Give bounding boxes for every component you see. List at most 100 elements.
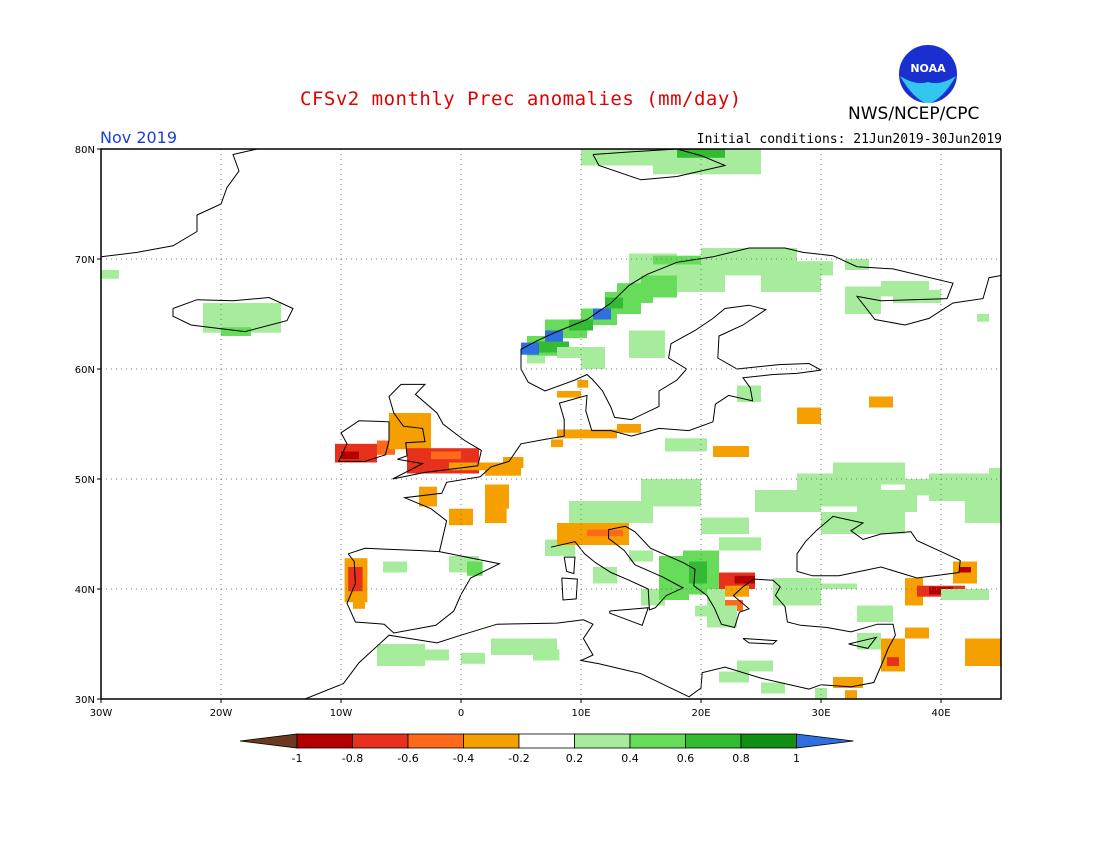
initial-conditions: Initial conditions: 21Jun2019-30Jun2019: [696, 132, 1002, 147]
anomaly-cell: [815, 688, 827, 699]
colorbar-label: -1: [292, 752, 303, 765]
anomaly-cell: [485, 484, 509, 509]
anomaly-cell: [527, 355, 545, 364]
coastline: [592, 149, 727, 181]
anomaly-cell: [959, 567, 971, 573]
anomaly-cell: [467, 561, 483, 576]
colorbar-label: -0.4: [453, 752, 474, 765]
colorbar-legend: -1 -0.8 -0.6 -0.4 -0.2 0.2 0.4 0.6 0.8 1: [239, 733, 854, 765]
coastline: [388, 383, 482, 480]
anomaly-cell: [857, 490, 917, 512]
colorbar-label: -0.8: [342, 752, 363, 765]
anomaly-cell: [701, 517, 749, 534]
anomaly-cell: [577, 380, 589, 388]
coastline: [101, 149, 258, 258]
anomaly-cell: [989, 468, 1001, 485]
anomaly-cell: [593, 308, 611, 320]
anomaly-cell: [101, 270, 119, 279]
lat-label: 70N: [75, 255, 95, 266]
anomaly-cell: [449, 508, 473, 526]
colorbar-label: 0.6: [677, 752, 695, 765]
colorbar-swatch: [574, 733, 631, 749]
anomaly-cell: [629, 330, 665, 358]
anomaly-cell: [377, 644, 425, 666]
anomaly-cell: [641, 275, 677, 298]
anomaly-cell: [557, 391, 581, 398]
colorbar-label: 0.8: [732, 752, 750, 765]
anomaly-cell: [605, 297, 623, 309]
coastline: [561, 577, 578, 601]
colorbar-label: -0.6: [397, 752, 418, 765]
colorbar-label: -0.2: [508, 752, 529, 765]
noaa-logo: NOAA: [897, 43, 959, 105]
lat-label: 40N: [75, 585, 95, 596]
anomaly-cell: [581, 149, 653, 166]
longitude-labels: 30W 20W 10W 0 10E 20E 30E 40E: [90, 699, 951, 719]
coastline: [338, 420, 390, 462]
agency-label: NWS/NCEP/CPC: [848, 104, 980, 124]
colorbar-swatch: [463, 733, 520, 749]
colorbar-swatch: [629, 733, 686, 749]
colorbar-arrow-min: [239, 733, 298, 749]
anomaly-cell: [905, 627, 929, 639]
anomaly-cell: [689, 561, 707, 584]
lon-label: 10E: [571, 708, 590, 719]
coastline: [172, 296, 294, 333]
anomaly-cell: [485, 507, 507, 523]
colorbar-swatch: [740, 733, 797, 749]
lat-label: 80N: [75, 145, 95, 156]
anomaly-cell: [719, 537, 761, 551]
anomaly-cell: [677, 149, 725, 158]
anomaly-cell: [617, 424, 641, 433]
lat-label: 60N: [75, 365, 95, 376]
anomaly-cell: [629, 550, 653, 562]
coastline: [625, 525, 896, 690]
coastline: [848, 636, 878, 649]
anomaly-cell: [461, 652, 485, 664]
anomaly-cell: [533, 341, 569, 353]
lon-label: 40E: [931, 708, 950, 719]
coastline: [796, 515, 961, 579]
coastline: [832, 255, 1001, 326]
anomaly-cell: [833, 677, 863, 688]
coastline: [304, 619, 810, 699]
map-frame: [100, 148, 1002, 700]
lon-label: 30W: [90, 708, 113, 719]
coastline: [550, 525, 685, 611]
anomaly-cell: [713, 446, 749, 457]
anomaly-cell: [521, 342, 539, 355]
anomaly-cell: [905, 479, 953, 496]
anomaly-cell: [857, 633, 881, 650]
anomaly-cell: [341, 451, 359, 460]
coastline: [402, 369, 822, 552]
anomaly-cell: [761, 682, 785, 694]
lon-label: 30E: [811, 708, 830, 719]
lon-label: 0: [458, 708, 464, 719]
graticule: [101, 149, 1001, 699]
anomaly-cell: [965, 638, 1001, 666]
coastline: [609, 607, 649, 626]
anomaly-cell: [905, 578, 923, 606]
anomaly-cell: [941, 589, 989, 600]
colorbar-swatch: [352, 733, 409, 749]
anomaly-cell: [737, 385, 761, 402]
colorbar-swatch: [685, 733, 742, 749]
anomaly-cell: [581, 347, 605, 369]
colorbar-swatch: [296, 733, 353, 749]
anomaly-cell: [845, 259, 869, 270]
anomaly-cell: [719, 671, 749, 683]
anomaly-cell: [797, 261, 833, 276]
anomaly-cell: [605, 501, 641, 512]
anomaly-cell: [419, 486, 437, 507]
colorbar-label: 0.4: [621, 752, 639, 765]
anomaly-cell: [887, 657, 899, 666]
anomaly-cell: [737, 660, 773, 672]
coastline: [742, 638, 778, 645]
anomaly-cell: [707, 615, 737, 628]
anomaly-cell: [221, 327, 251, 336]
anomaly-cell: [419, 649, 449, 661]
colorbar-swatch: [407, 733, 464, 749]
anomaly-cell: [821, 583, 857, 589]
anomaly-cell: [977, 314, 989, 322]
anomaly-cell: [734, 575, 755, 584]
